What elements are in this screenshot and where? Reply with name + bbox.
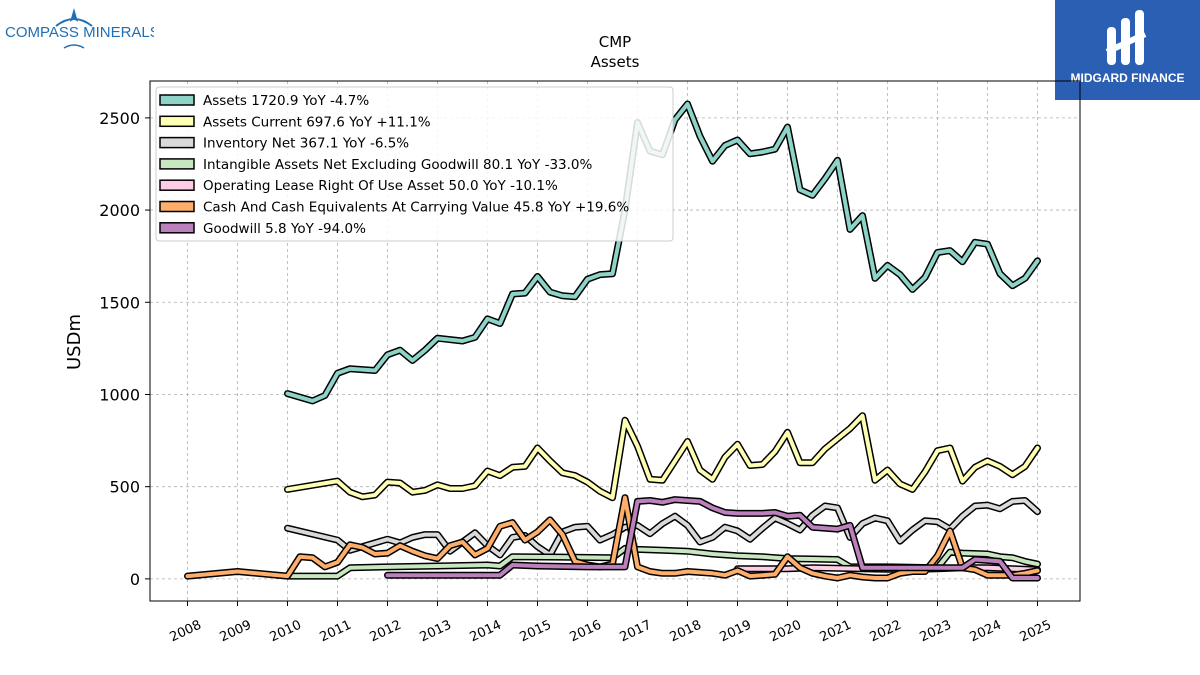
legend-item: Operating Lease Right Of Use Asset 50.0 …	[159, 178, 558, 194]
series-intangible-assets-net-excluding-goodwill	[284, 544, 1041, 580]
legend-swatch	[159, 222, 195, 234]
legend-label: Assets Current 697.6 YoY +11.1%	[203, 114, 431, 130]
x-tick-label: 2023	[918, 618, 954, 646]
legend-box	[155, 86, 674, 242]
series-inventory-net	[284, 497, 1041, 559]
series-assets-current	[284, 412, 1041, 502]
right-logo-text: MIDGARD FINANCE	[1071, 71, 1185, 85]
plot-frame	[149, 80, 1081, 602]
x-tick-label: 2011	[318, 618, 354, 646]
legend-swatch	[159, 115, 195, 128]
legend-label: Goodwill 5.8 YoY -94.0%	[203, 221, 366, 237]
legend-item: Assets Current 697.6 YoY +11.1%	[159, 114, 431, 130]
midgard-icon: MIDGARD FINANCE	[1071, 10, 1185, 85]
chart-title: CMP	[599, 33, 631, 51]
legend-item: Intangible Assets Net Excluding Goodwill…	[159, 157, 593, 173]
midgard-finance-logo: MIDGARD FINANCE	[1055, 0, 1200, 100]
x-tick-label: 2020	[768, 618, 804, 646]
x-tick-label: 2016	[568, 618, 604, 646]
series-cash-and-cash-equivalents-at-carrying-value	[184, 494, 1041, 582]
x-tick-label: 2018	[668, 618, 704, 646]
x-tick-label: 2010	[268, 618, 304, 646]
x-tick-label: 2014	[468, 618, 504, 646]
legend-swatch	[159, 94, 195, 106]
series-line	[285, 546, 1040, 579]
legend-label: Intangible Assets Net Excluding Goodwill…	[203, 157, 593, 173]
x-tick-label: 2022	[868, 618, 904, 646]
y-tick-label: 0	[130, 570, 140, 589]
x-tick-label: 2021	[818, 618, 854, 646]
x-tick-label: 2012	[368, 618, 404, 646]
legend-item: Goodwill 5.8 YoY -94.0%	[159, 221, 366, 237]
x-tick-label: 2017	[618, 618, 654, 646]
x-tick-label: 2008	[168, 618, 204, 646]
legend-label: Operating Lease Right Of Use Asset 50.0 …	[203, 178, 558, 194]
legend-item: Inventory Net 367.1 YoY -6.5%	[159, 136, 409, 152]
compass-icon: COMPASS MINERALS	[5, 8, 160, 49]
legend: Assets 1720.9 YoY -4.7% Assets Current 69…	[155, 86, 674, 242]
left-logo-text: COMPASS MINERALS	[5, 24, 154, 41]
legend-swatch	[159, 136, 195, 149]
series-layer	[184, 100, 1041, 582]
chart-subtitle: Assets	[591, 53, 640, 71]
x-tick-label: 2025	[1018, 618, 1054, 646]
x-tick-label: 2015	[518, 618, 554, 646]
series-line	[185, 495, 1040, 580]
x-tick-label: 2019	[718, 618, 754, 646]
series-line	[285, 413, 1040, 500]
legend-swatch	[159, 200, 195, 213]
legend-item: Assets 1720.9 YoY -4.7%	[159, 93, 369, 109]
y-tick-label: 1000	[99, 385, 140, 404]
legend-swatch	[159, 158, 195, 170]
legend-label: Inventory Net 367.1 YoY -6.5%	[203, 136, 409, 152]
legend-swatch	[159, 179, 195, 191]
series-line	[385, 497, 1040, 580]
legend-item: Cash And Cash Equivalents At Carrying Va…	[159, 200, 629, 216]
series-assets	[284, 100, 1041, 405]
x-tick-label: 2009	[218, 618, 254, 646]
series-line	[285, 498, 1040, 557]
legend-label: Cash And Cash Equivalents At Carrying Va…	[203, 200, 629, 216]
legend-label: Assets 1720.9 YoY -4.7%	[203, 93, 369, 109]
series-goodwill	[384, 496, 1041, 582]
x-tick-label: 2013	[418, 618, 454, 646]
y-tick-label: 2500	[99, 109, 140, 128]
series-line	[285, 102, 1040, 403]
y-tick-label: 2000	[99, 201, 140, 220]
y-tick-label: 1500	[99, 293, 140, 312]
x-tick-label: 2024	[968, 618, 1004, 646]
compass-minerals-logo: COMPASS MINERALS	[4, 4, 160, 54]
y-axis-label: USDm	[64, 314, 85, 370]
y-tick-label: 500	[109, 478, 140, 497]
